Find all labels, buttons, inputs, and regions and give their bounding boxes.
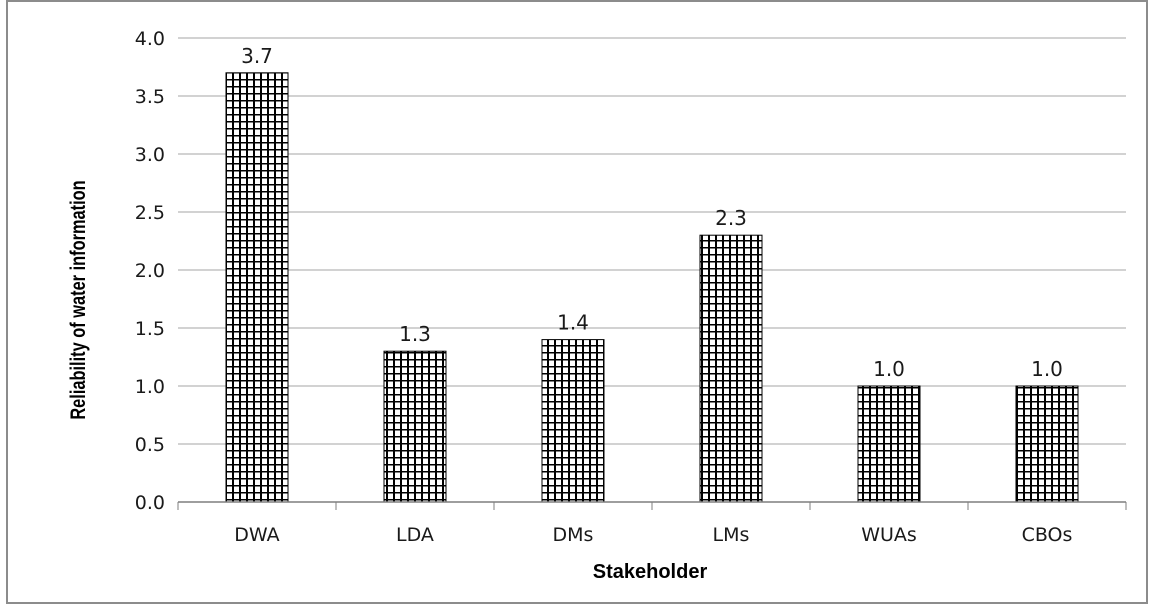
y-tick-label: 0.0 <box>135 492 165 514</box>
y-tick-label: 1.5 <box>135 318 165 340</box>
y-axis-ticks: 0.0 0.5 1.0 1.5 2.0 2.5 3.0 3.5 4.0 <box>135 28 165 514</box>
x-tick-label: LMs <box>713 524 750 546</box>
data-label: 1.3 <box>399 322 431 346</box>
data-label: 1.0 <box>1031 357 1063 381</box>
data-labels: 3.7 1.3 1.4 2.3 1.0 1.0 <box>241 44 1063 381</box>
y-tick-label: 2.5 <box>135 202 165 224</box>
y-tick-label: 4.0 <box>135 28 165 50</box>
chart-frame: 3.7 1.3 1.4 2.3 1.0 1.0 0.0 0.5 1.0 1.5 2.0 2.5 3.0… <box>6 0 1148 604</box>
bar-wuas <box>857 385 921 503</box>
y-tick-label: 3.0 <box>135 144 165 166</box>
x-axis-ticks: DWA LDA DMs LMs WUAs CBOs <box>177 502 1127 546</box>
bars <box>225 72 1079 503</box>
y-tick-label: 1.0 <box>135 376 165 398</box>
x-axis-title: Stakeholder <box>593 561 708 583</box>
y-tick-label: 3.5 <box>135 86 165 108</box>
data-label: 2.3 <box>715 206 747 230</box>
data-label: 3.7 <box>241 44 273 68</box>
y-axis-title: Reliability of water information <box>66 180 89 419</box>
data-label: 1.4 <box>557 311 589 335</box>
y-tick-label: 0.5 <box>135 434 165 456</box>
gridlines <box>178 37 1126 445</box>
x-tick-label: CBOs <box>1022 524 1073 546</box>
bar-dwa <box>225 72 289 503</box>
bar-dms <box>541 339 605 503</box>
x-tick-label: LDA <box>396 524 434 546</box>
bar-cbos <box>1015 385 1079 503</box>
bar-lda <box>383 350 447 503</box>
y-tick-label: 2.0 <box>135 260 165 282</box>
data-label: 1.0 <box>873 357 905 381</box>
bar-lms <box>699 234 763 503</box>
x-tick-label: WUAs <box>861 524 917 546</box>
x-tick-label: DMs <box>553 524 594 546</box>
bar-chart: 3.7 1.3 1.4 2.3 1.0 1.0 0.0 0.5 1.0 1.5 2.0 2.5 3.0… <box>66 28 1127 583</box>
x-tick-label: DWA <box>234 524 279 546</box>
